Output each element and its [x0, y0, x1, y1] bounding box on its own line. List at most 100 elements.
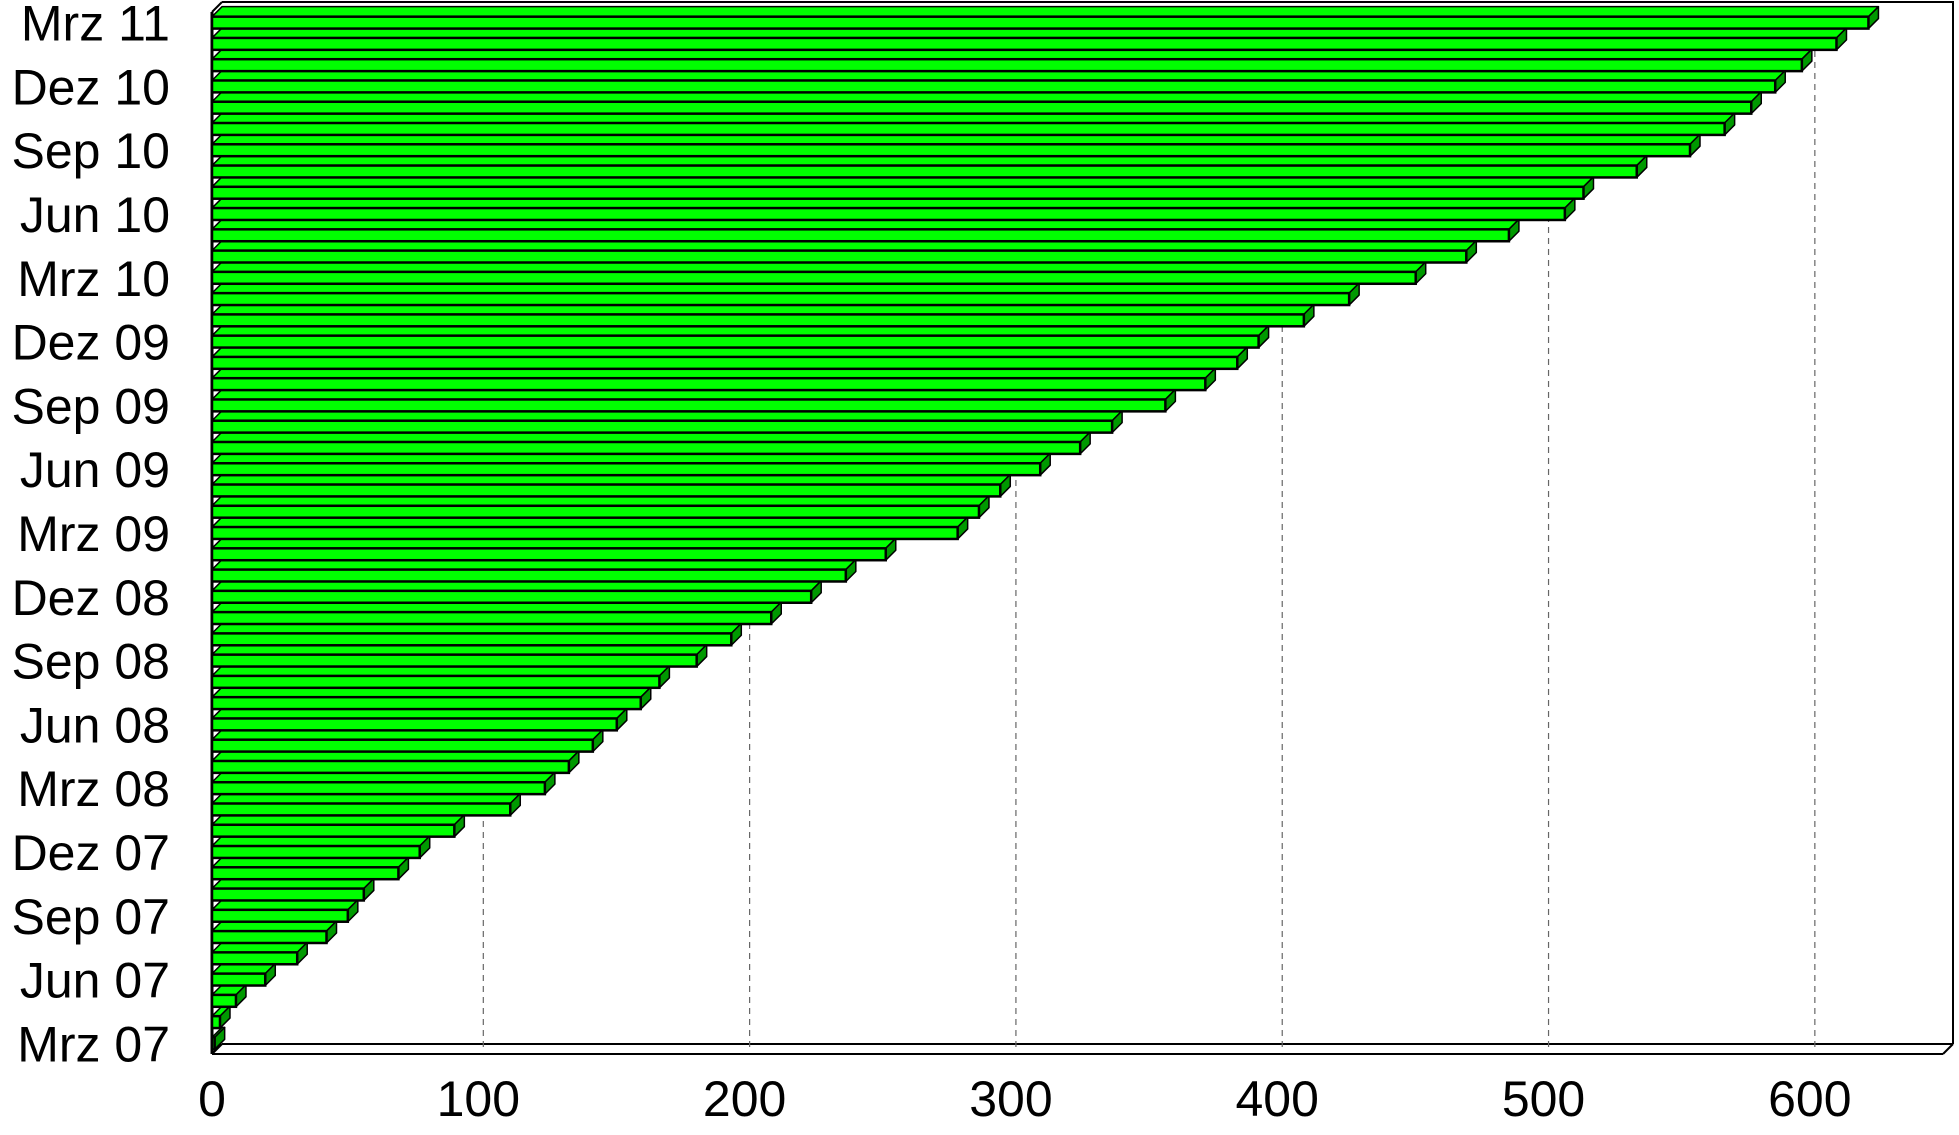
bar	[210, 324, 1270, 349]
y-category-label: Sep 07	[12, 889, 170, 945]
bar-front-face	[210, 674, 661, 690]
bar	[210, 686, 652, 711]
bar-front-face	[210, 993, 238, 1009]
floor-right-edge	[1942, 1043, 1954, 1055]
x-tick-label: 600	[1768, 1071, 1851, 1127]
bar-front-face	[210, 79, 1777, 94]
bar	[210, 750, 580, 775]
bar	[210, 282, 1360, 307]
bar	[210, 27, 1848, 52]
bar-front-face	[210, 525, 959, 541]
bar-front-face	[210, 270, 1417, 286]
bar-front-face	[210, 972, 267, 987]
bar	[210, 792, 522, 817]
bar-front-face	[210, 334, 1260, 349]
bar-front-face	[210, 866, 400, 881]
y-category-label: Dez 09	[12, 315, 170, 371]
bar-front-face	[210, 483, 1002, 498]
bar-front-face	[210, 589, 813, 605]
bar-front-face	[210, 1036, 216, 1051]
y-category-label: Sep 09	[12, 378, 170, 434]
bar-front-face	[210, 228, 1511, 243]
bar-front-face	[210, 738, 595, 753]
bar	[210, 154, 1648, 179]
bar-front-face	[210, 951, 299, 966]
bar-front-face	[210, 653, 698, 668]
bar-front-face	[210, 504, 981, 519]
bar	[210, 665, 671, 690]
bar-front-face	[210, 780, 547, 796]
x-tick-label: 100	[437, 1071, 520, 1127]
back-wall-border	[222, 1, 1954, 1044]
bars	[210, 5, 1943, 1055]
bar	[210, 728, 604, 753]
bar	[210, 643, 708, 668]
y-category-label: Mrz 08	[17, 761, 170, 817]
bar	[210, 622, 743, 647]
bar	[210, 303, 1315, 328]
x-tick-label: 500	[1502, 1071, 1585, 1127]
bar	[210, 920, 338, 945]
bar	[210, 856, 410, 881]
bar	[210, 771, 556, 796]
bar-front-face	[210, 1014, 222, 1030]
y-category-label: Dez 10	[12, 59, 170, 115]
bar-front-face	[210, 164, 1638, 179]
y-category-label: Dez 07	[12, 825, 170, 881]
bar-front-face	[210, 398, 1167, 413]
floor-left-edge	[211, 1043, 223, 1055]
bar	[210, 941, 308, 966]
bar	[210, 473, 1012, 498]
axis-top-edge	[211, 1, 223, 13]
bar-front-face	[210, 440, 1082, 456]
x-tick-label: 0	[198, 1071, 226, 1127]
x-axis-ticks: 0 100 200 300 400 500 600	[198, 1071, 1851, 1127]
bar	[210, 90, 1763, 115]
bar	[210, 495, 990, 519]
bar-front-face	[210, 695, 643, 711]
bar	[210, 5, 1880, 30]
bar	[210, 112, 1736, 137]
bar-front-face	[210, 823, 456, 838]
bar	[210, 707, 628, 732]
bar-front-face	[210, 632, 733, 647]
y-category-label: Jun 09	[20, 442, 170, 498]
bar	[210, 133, 1701, 158]
bar-front-face	[210, 100, 1753, 115]
bar	[210, 367, 1217, 392]
bar	[210, 431, 1091, 456]
bar-front-face	[210, 291, 1351, 307]
bar-front-face	[210, 376, 1207, 392]
bar	[210, 218, 1520, 243]
bar	[210, 388, 1177, 413]
bar-front-face	[210, 57, 1804, 73]
bar-front-face	[210, 185, 1585, 200]
bar	[210, 835, 431, 860]
bar	[210, 452, 1051, 477]
x-tick-label: 200	[703, 1071, 786, 1127]
bar-front-face	[210, 844, 421, 860]
bar	[210, 580, 822, 605]
x-tick-label: 300	[969, 1071, 1052, 1127]
bar-front-face	[210, 419, 1114, 434]
bar-front-face	[210, 929, 328, 945]
bar	[210, 176, 1595, 200]
bar-front-face	[210, 610, 773, 626]
x-tick-label: 400	[1236, 1071, 1319, 1127]
bar-front-face	[210, 802, 512, 817]
bar	[210, 516, 969, 541]
y-category-label: Dez 08	[12, 570, 170, 626]
y-category-label: Sep 10	[12, 123, 170, 179]
bar	[210, 962, 277, 987]
y-category-label: Mrz 07	[17, 1016, 170, 1072]
bar-front-face	[210, 121, 1726, 137]
bar-front-face	[210, 143, 1692, 158]
bar-front-face	[210, 249, 1468, 264]
bar-front-face	[210, 461, 1042, 477]
y-category-label: Jun 10	[20, 187, 170, 243]
y-axis-labels: Mrz 07 Jun 07 Sep 07 Dez 07 Mrz 08 Jun 08 Sep …	[12, 0, 170, 1072]
bar	[210, 877, 375, 902]
y-category-label: Mrz 11	[21, 0, 170, 52]
bar-front-face	[210, 908, 350, 923]
